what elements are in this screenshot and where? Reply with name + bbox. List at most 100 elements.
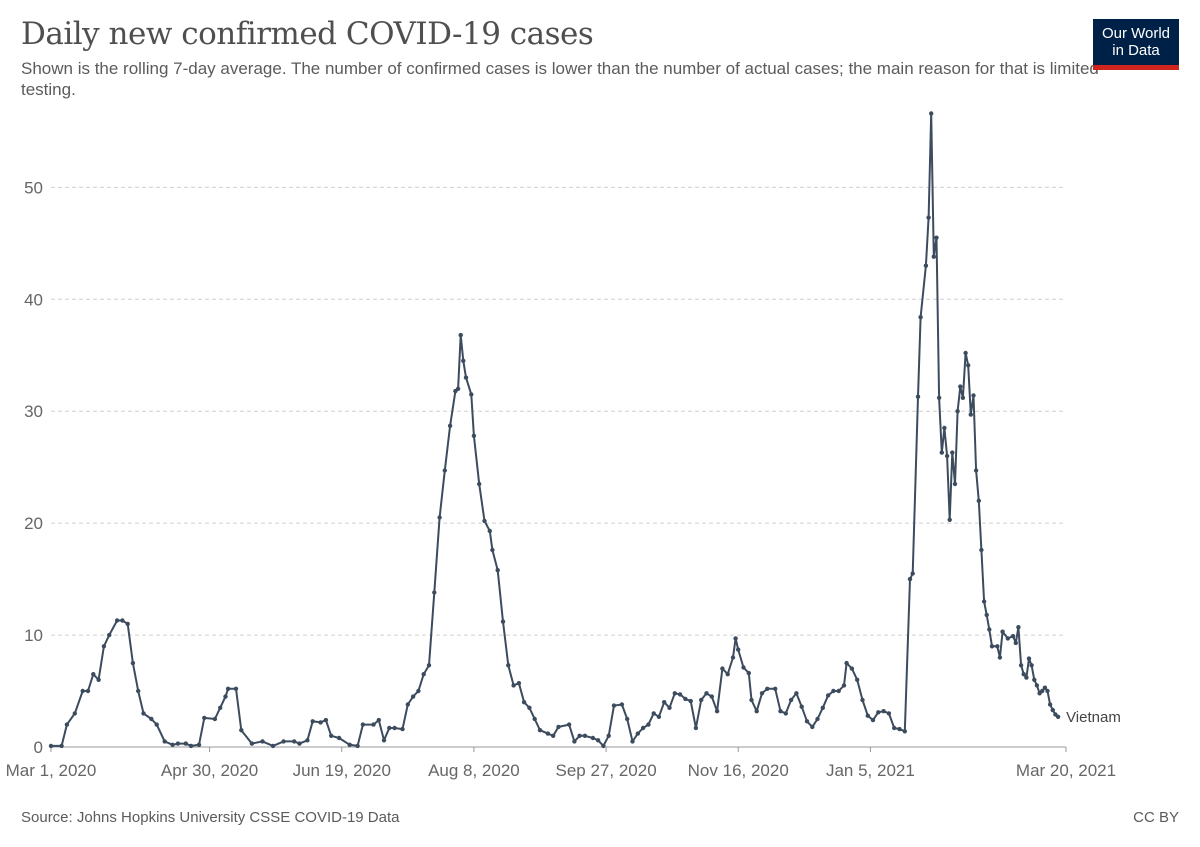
data-point[interactable]	[101, 644, 107, 649]
data-point[interactable]	[297, 741, 302, 746]
data-point[interactable]	[1032, 677, 1037, 682]
data-point[interactable]	[971, 393, 976, 398]
data-point[interactable]	[625, 716, 630, 722]
data-point[interactable]	[442, 468, 447, 473]
data-point[interactable]	[815, 716, 820, 722]
data-point[interactable]	[432, 590, 437, 595]
data-point[interactable]	[865, 713, 870, 718]
data-point[interactable]	[355, 743, 360, 749]
data-point[interactable]	[516, 681, 522, 686]
data-point[interactable]	[876, 710, 881, 715]
data-point[interactable]	[640, 725, 646, 731]
source-note[interactable]: Source: Johns Hopkins University CSSE CO…	[21, 809, 400, 826]
data-point[interactable]	[239, 728, 244, 733]
data-point[interactable]	[651, 711, 656, 716]
data-point[interactable]	[410, 694, 416, 699]
data-point[interactable]	[699, 697, 704, 703]
data-point[interactable]	[929, 111, 934, 116]
data-point[interactable]	[836, 688, 841, 694]
data-point[interactable]	[794, 691, 799, 696]
data-point[interactable]	[527, 705, 532, 710]
data-point[interactable]	[1021, 672, 1026, 677]
data-point[interactable]	[537, 728, 543, 733]
data-point[interactable]	[958, 384, 963, 389]
data-point[interactable]	[677, 692, 683, 697]
data-point[interactable]	[91, 672, 96, 677]
data-point[interactable]	[881, 709, 886, 714]
data-point[interactable]	[1055, 714, 1061, 719]
data-point[interactable]	[72, 711, 78, 716]
data-point[interactable]	[619, 702, 625, 707]
data-point[interactable]	[1050, 707, 1056, 713]
data-point[interactable]	[1005, 636, 1010, 641]
data-point[interactable]	[704, 691, 709, 696]
data-point[interactable]	[471, 433, 477, 438]
data-point[interactable]	[212, 716, 218, 722]
data-point[interactable]	[495, 568, 500, 573]
data-point[interactable]	[963, 350, 968, 356]
data-point[interactable]	[736, 647, 741, 652]
data-point[interactable]	[831, 688, 836, 694]
data-point[interactable]	[506, 663, 511, 668]
data-point[interactable]	[376, 717, 381, 723]
data-point[interactable]	[572, 739, 577, 744]
data-point[interactable]	[849, 666, 855, 671]
data-point[interactable]	[136, 688, 141, 694]
owid-logo[interactable]: Our World in Data	[1093, 19, 1179, 70]
data-point[interactable]	[260, 739, 265, 744]
data-point[interactable]	[360, 722, 366, 727]
data-point[interactable]	[392, 725, 397, 731]
data-point[interactable]	[987, 627, 992, 632]
data-point[interactable]	[437, 515, 442, 520]
data-point[interactable]	[1047, 702, 1053, 707]
license-link[interactable]: CC BY	[1133, 809, 1179, 826]
data-point[interactable]	[942, 425, 947, 431]
data-point[interactable]	[765, 686, 770, 691]
data-point[interactable]	[305, 738, 310, 743]
data-point[interactable]	[556, 724, 561, 730]
data-point[interactable]	[855, 677, 860, 682]
data-point[interactable]	[183, 741, 188, 746]
data-point[interactable]	[347, 742, 352, 747]
data-point[interactable]	[950, 450, 955, 455]
data-point[interactable]	[915, 394, 921, 399]
data-point[interactable]	[788, 697, 794, 703]
data-point[interactable]	[521, 700, 527, 705]
data-point[interactable]	[841, 683, 847, 688]
data-point[interactable]	[979, 547, 984, 553]
data-point[interactable]	[310, 719, 315, 724]
data-point[interactable]	[416, 688, 421, 694]
data-point[interactable]	[292, 739, 297, 744]
data-point[interactable]	[947, 517, 952, 522]
data-point[interactable]	[773, 686, 778, 691]
data-point[interactable]	[1016, 625, 1021, 630]
series-line[interactable]	[51, 112, 1059, 747]
data-point[interactable]	[984, 612, 989, 618]
data-point[interactable]	[944, 453, 950, 459]
data-point[interactable]	[532, 716, 537, 722]
data-point[interactable]	[635, 731, 640, 736]
data-point[interactable]	[683, 696, 688, 702]
data-point[interactable]	[820, 705, 825, 710]
data-point[interactable]	[371, 722, 376, 727]
data-point[interactable]	[114, 618, 120, 623]
data-point[interactable]	[995, 644, 1000, 649]
data-point[interactable]	[960, 395, 966, 400]
data-point[interactable]	[892, 725, 897, 731]
data-point[interactable]	[336, 735, 342, 741]
data-point[interactable]	[804, 719, 810, 724]
data-point[interactable]	[405, 702, 410, 707]
data-point[interactable]	[323, 717, 329, 723]
data-point[interactable]	[746, 670, 751, 676]
data-point[interactable]	[154, 722, 159, 727]
data-point[interactable]	[730, 655, 736, 660]
data-point[interactable]	[923, 263, 929, 268]
data-point[interactable]	[577, 733, 582, 738]
data-point[interactable]	[318, 720, 323, 725]
data-point[interactable]	[646, 722, 651, 727]
data-point[interactable]	[910, 571, 915, 576]
data-point[interactable]	[85, 688, 91, 694]
data-point[interactable]	[934, 235, 939, 240]
data-point[interactable]	[1010, 634, 1016, 639]
data-point[interactable]	[1034, 683, 1040, 688]
